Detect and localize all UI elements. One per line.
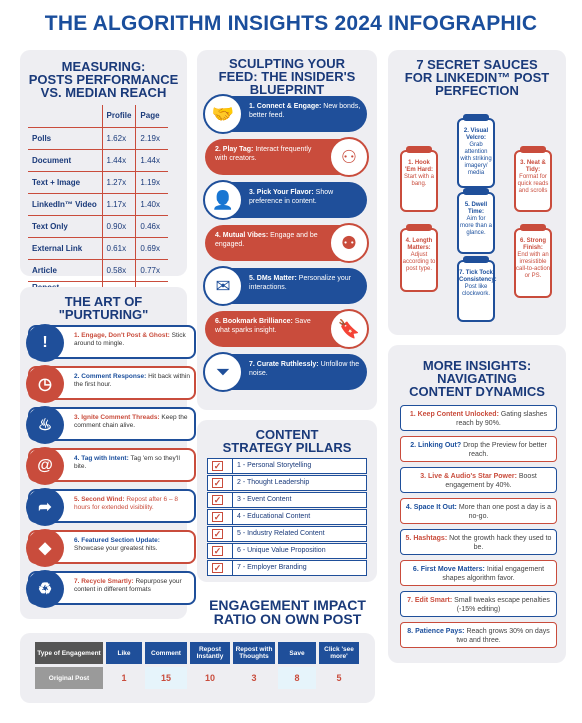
- engagement-title: ENGAGEMENT IMPACT RATIO ON OWN POST: [209, 597, 366, 627]
- performance-table: Profile Page Polls 1.62x 2.19x Document 1.4…: [28, 105, 168, 304]
- insights-title: MORE INSIGHTS: NAVIGATING CONTENT DYNAMI…: [409, 358, 545, 399]
- insight-item-7: 7. Edit Smart: Small tweaks escape penal…: [400, 591, 557, 617]
- table-row: Text Only 0.90x 0.46x: [28, 215, 168, 238]
- sauce-jar-1: 1. Hook 'Em Hard: Start with a bang.: [400, 146, 438, 212]
- handshake-icon: 🤝: [203, 94, 243, 134]
- sauce-jar-2: 2. Visual Velcro: Grab attention with str…: [457, 114, 495, 188]
- checkbox-icon: ✓: [212, 478, 223, 488]
- sauce-jar-4: 4. Length Matters: Adjust according to po…: [400, 224, 438, 292]
- table-row: Polls 1.62x 2.19x: [28, 127, 168, 150]
- purturing-title: THE ART OF "PURTURING": [58, 294, 149, 322]
- table-header: Profile Page: [28, 105, 168, 128]
- measuring-card: MEASURING: POSTS PERFORMANCE VS. MEDIAN …: [20, 50, 187, 304]
- pillar-row-2: ✓ 2 - Thought Leadership: [207, 475, 367, 491]
- fire-icon: ♨: [26, 406, 64, 444]
- sculpt-item-6: 6. Bookmark Brilliance: Save what sparks…: [205, 309, 369, 349]
- checkbox-icon: ✓: [212, 512, 223, 522]
- insight-item-2: 2. Linking Out? Drop the Preview for bet…: [400, 436, 557, 462]
- insight-item-8: 8. Patience Pays: Reach grows 30% on day…: [400, 622, 557, 648]
- sculpting-card: SCULPTING YOUR FEED: THE INSIDER'S BLUEP…: [197, 50, 377, 410]
- sauces-title: 7 SECRET SAUCES FOR LINKEDIN™ POST PERFE…: [404, 57, 550, 98]
- purturing-item-4: @ 4. Tag with Intent: Tag 'em so they'll…: [26, 447, 196, 485]
- engagement-card: Type of Engagement Like Comment Repost I…: [20, 633, 375, 703]
- funnel-icon: ⏷: [203, 352, 243, 392]
- insight-item-4: 4. Space It Out: More than one post a da…: [400, 498, 557, 524]
- engagement-table: Type of Engagement Like Comment Repost I…: [32, 639, 362, 692]
- group-icon: ⚉: [329, 223, 369, 263]
- purturing-item-5: ➦ 5. Second Wind: Repost after 6 – 8 hou…: [26, 488, 196, 526]
- user-laptop-icon: 👤: [203, 180, 243, 220]
- sculpt-item-1: 🤝 1. Connect & Engage: New bonds, better…: [203, 94, 367, 134]
- bookmark-icon: 🔖: [329, 309, 369, 349]
- sculpting-title: SCULPTING YOUR FEED: THE INSIDER'S BLUEP…: [218, 56, 356, 97]
- sculpt-item-3: 👤 3. Pick Your Flavor: Show preference i…: [203, 180, 367, 220]
- sauce-jar-5: 5. Dwell Time: Aim for more than a glance…: [457, 188, 495, 254]
- purturing-card: THE ART OF "PURTURING" ! 1. Engage, Don'…: [20, 287, 196, 619]
- sculpt-item-2: 2. Play Tag: Interact frequently with cr…: [205, 137, 369, 177]
- purturing-item-3: ♨ 3. Ignite Comment Threads: Keep the co…: [26, 406, 196, 444]
- engagement-section: ENGAGEMENT IMPACT RATIO ON OWN POST: [195, 598, 380, 626]
- pillar-row-1: ✓ 1 - Personal Storytelling: [207, 458, 367, 474]
- recycle-icon: ♻: [26, 570, 64, 608]
- sauce-jar-7: 7. Tick Tock Consistency: Post like clock…: [457, 256, 497, 322]
- table-row: External Link 0.61x 0.69x: [28, 237, 168, 260]
- sauce-jar-6: 6. Strong Finish: End with an irresistibl…: [514, 224, 552, 298]
- sauce-jar-3: 3. Neat & Tidy: Format for quick reads an…: [514, 146, 552, 212]
- at-sign-icon: @: [26, 447, 64, 485]
- purturing-item-6: ◆ 6. Featured Section Update: Showcase y…: [26, 529, 196, 567]
- checkbox-icon: ✓: [212, 546, 223, 556]
- insight-item-1: 1. Keep Content Unlocked: Gating slashes…: [400, 405, 557, 431]
- checkbox-icon: ✓: [212, 529, 223, 539]
- checkbox-icon: ✓: [212, 461, 223, 471]
- pillar-row-5: ✓ 5 - Industry Related Content: [207, 526, 367, 542]
- engagement-value-row: Original Post 1 15 10 3 8 5: [35, 667, 359, 689]
- insight-item-3: 3. Live & Audio's Star Power: Boost enga…: [400, 467, 557, 493]
- checkbox-icon: ✓: [212, 563, 223, 573]
- sculpt-item-4: 4. Mutual Vibes: Engage and be engaged. …: [205, 223, 369, 263]
- exclamation-icon: !: [26, 324, 64, 362]
- gem-icon: ◆: [26, 529, 64, 567]
- purturing-item-1: ! 1. Engage, Don't Post & Ghost: Stick a…: [26, 324, 196, 362]
- sauces-card: 7 SECRET SAUCES FOR LINKEDIN™ POST PERFE…: [388, 50, 566, 335]
- engagement-header-row: Type of Engagement Like Comment Repost I…: [35, 642, 359, 664]
- table-row: LinkedIn™ Video 1.17x 1.40x: [28, 193, 168, 216]
- sculpt-item-5: ✉ 5. DMs Matter: Personalize your intera…: [203, 266, 367, 306]
- pillars-title: CONTENT STRATEGY PILLARS: [222, 427, 352, 455]
- pillar-row-6: ✓ 6 - Unique Value Proposition: [207, 543, 367, 559]
- pillar-row-4: ✓ 4 - Educational Content: [207, 509, 367, 525]
- table-row: Document 1.44x 1.44x: [28, 149, 168, 172]
- purturing-item-7: ♻ 7. Recycle Smartly: Repurpose your con…: [26, 570, 196, 608]
- people-network-icon: ⚇: [329, 137, 369, 177]
- measuring-title: MEASURING: POSTS PERFORMANCE VS. MEDIAN …: [28, 59, 179, 100]
- pillar-row-3: ✓ 3 - Event Content: [207, 492, 367, 508]
- checkbox-icon: ✓: [212, 495, 223, 505]
- sculpt-item-7: ⏷ 7. Curate Ruthlessly: Unfollow the noi…: [203, 352, 367, 392]
- purturing-item-2: ◷ 2. Comment Response: Hit back within t…: [26, 365, 196, 403]
- clock-icon: ◷: [26, 365, 64, 403]
- pillars-card: CONTENT STRATEGY PILLARS ✓ 1 - Personal S…: [197, 420, 377, 582]
- table-row: Article 0.58x 0.77x: [28, 259, 168, 282]
- pillar-row-7: ✓ 7 - Employer Branding: [207, 560, 367, 576]
- insights-card: MORE INSIGHTS: NAVIGATING CONTENT DYNAMI…: [388, 345, 566, 663]
- table-row: Text + Image 1.27x 1.19x: [28, 171, 168, 194]
- insight-item-5: 5. Hashtags: Not the growth hack they us…: [400, 529, 557, 555]
- insight-item-6: 6. First Move Matters: Initial engagemen…: [400, 560, 557, 586]
- envelope-icon: ✉: [203, 266, 243, 306]
- share-arrow-icon: ➦: [26, 488, 64, 526]
- page-title: THE ALGORITHM INSIGHTS 2024 INFOGRAPHIC: [44, 12, 538, 35]
